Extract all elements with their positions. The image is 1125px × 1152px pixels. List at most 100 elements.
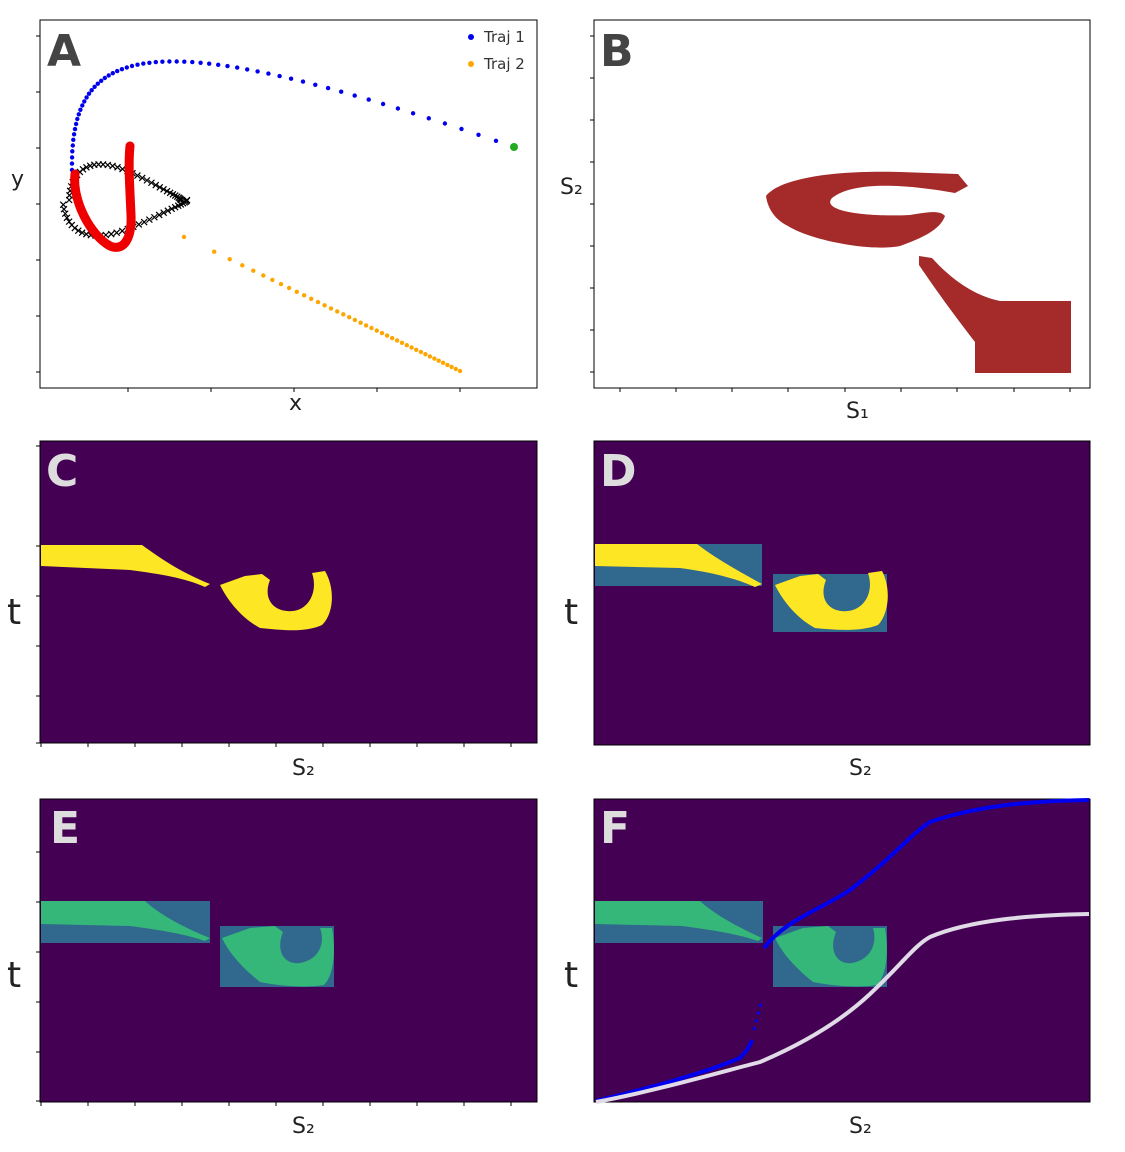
traj-1-point (339, 89, 344, 94)
cross-marker (155, 211, 163, 219)
traj-1-point (493, 138, 499, 143)
traj-1-point (235, 65, 240, 70)
traj-1-point (69, 155, 75, 160)
traj-1-point (147, 60, 152, 65)
traj-2-point (347, 315, 352, 320)
cross-marker (138, 174, 146, 182)
cross-marker (119, 165, 126, 173)
cross-marker (109, 162, 117, 170)
traj-1-point (325, 85, 331, 91)
cross-marker (114, 163, 121, 171)
panel-f-ylabel: t (564, 955, 578, 996)
traj-1-point (141, 61, 146, 66)
cross-marker (82, 230, 90, 238)
traj-2-point (315, 299, 321, 305)
panel-f-eye (775, 926, 887, 987)
traj-1-point (442, 121, 448, 126)
traj-1-point (73, 121, 79, 127)
panel-e-xticks (40, 1102, 512, 1106)
traj-1-endpoint (510, 143, 518, 151)
region-b-upper (766, 171, 968, 248)
traj-1-point (380, 101, 386, 107)
traj-1-point (110, 71, 116, 76)
traj-1-point (106, 73, 111, 78)
cross-marker (86, 162, 94, 170)
traj-2-point (261, 273, 266, 278)
panel-e-left-band (41, 901, 210, 941)
panel-c-background (39, 440, 538, 744)
traj-1-point (129, 63, 135, 69)
panel-a-xlabel: x (289, 391, 302, 416)
traj-2-point (453, 366, 458, 372)
traj-1-point (476, 132, 481, 137)
traj-1-series (69, 59, 517, 173)
traj-1-point (198, 60, 203, 65)
panel-f-blue-curve-upper (762, 798, 1090, 950)
panel-f-letter: F (600, 803, 630, 854)
traj-2-point (409, 345, 414, 350)
red-curve (70, 141, 136, 252)
traj-1-point (182, 59, 187, 64)
traj-2-point (384, 333, 390, 338)
traj-1-point (352, 93, 357, 98)
traj-2-point (278, 281, 284, 287)
traj-1-point (160, 59, 165, 64)
traj-2-point (341, 312, 346, 317)
panel-a-frame (39, 19, 538, 389)
traj-2-point (294, 289, 299, 294)
legend-label-traj-2: Traj 2 (483, 55, 525, 73)
panel-d-left-band (595, 544, 762, 587)
cross-marker (118, 227, 126, 235)
traj-1-point (190, 59, 195, 65)
traj-1-point (300, 79, 306, 84)
cross-marker (143, 176, 151, 184)
cross-marker (160, 209, 168, 217)
panel-d-ylabel: t (564, 592, 578, 633)
traj-2-point (390, 335, 395, 341)
cross-marker (140, 218, 148, 226)
cross-marker (83, 163, 90, 171)
panel-a-ylabel: y (11, 167, 24, 192)
cross-marker (168, 205, 176, 213)
traj-2-point (240, 263, 245, 268)
traj-2-point (369, 325, 374, 331)
panel-f-blue-curve-lower (595, 1039, 754, 1103)
traj-2-point (309, 296, 314, 301)
cross-marker (171, 192, 179, 200)
cross-marker (156, 183, 164, 191)
cross-marker (74, 227, 82, 235)
panel-f-blue-curve-gap (752, 999, 764, 1031)
traj-1-point (71, 137, 76, 142)
traj-1-point (102, 75, 108, 81)
traj-2-point (212, 249, 217, 254)
traj-1-point (174, 59, 179, 64)
panel-a-xticks (127, 388, 461, 392)
traj-1-point (255, 69, 260, 74)
panel-c-ylabel: t (7, 592, 21, 633)
traj-2-point (418, 349, 424, 355)
traj-1-point (86, 91, 92, 96)
cross-marker (78, 229, 86, 237)
panel-a-letter: A (47, 26, 81, 77)
traj-2-point (251, 268, 256, 273)
traj-1-point (395, 106, 401, 111)
cross-marker (171, 203, 179, 211)
panel-c-eye (220, 571, 332, 631)
traj-2-point (404, 343, 409, 348)
panel-b-xticks (619, 388, 1071, 392)
traj-1-point (76, 112, 82, 117)
traj-1-point (366, 97, 371, 102)
cross-marker (177, 196, 185, 204)
panel-f-white-curve (595, 912, 1090, 1104)
traj-1-point (153, 59, 158, 65)
panel-d-letter: D (600, 446, 637, 497)
panel-c-yticks (36, 445, 40, 744)
traj-1-point (266, 71, 271, 76)
panel-e-eye (222, 926, 334, 987)
traj-2-point (286, 285, 292, 291)
traj-1-point (71, 132, 77, 137)
traj-1-point (78, 107, 83, 113)
traj-2-point (358, 320, 363, 325)
traj-2-point (181, 234, 187, 240)
